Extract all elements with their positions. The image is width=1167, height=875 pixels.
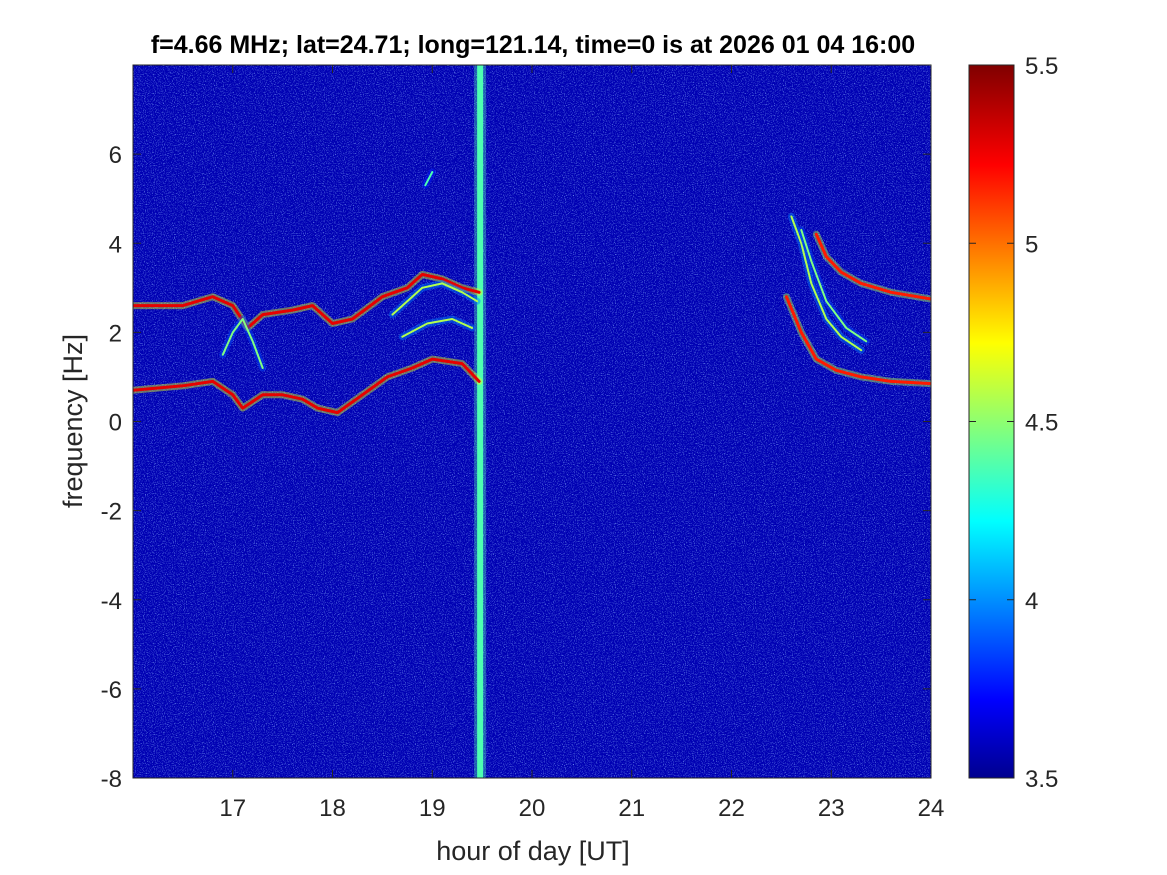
colorbar-tick-label: 4.5 (1025, 410, 1058, 437)
plot-area (133, 65, 931, 778)
x-tick-label: 23 (818, 795, 845, 822)
x-tick-label: 19 (419, 795, 446, 822)
x-tick-label: 24 (918, 795, 945, 822)
y-tick-label: -6 (101, 677, 122, 704)
spectral-trace-11 (424, 171, 434, 187)
y-tick-label: -4 (101, 588, 122, 615)
x-tick-label: 18 (319, 795, 346, 822)
y-tick-label: -8 (101, 766, 122, 793)
spectral-traces (133, 65, 931, 778)
spectral-trace-4 (391, 282, 479, 316)
x-tick-label: 20 (519, 795, 546, 822)
y-axis-ticks: -8 -6 -4 -2 0 2 4 6 (101, 142, 931, 793)
x-tick-label: 21 (618, 795, 645, 822)
spectral-trace-3 (133, 357, 481, 415)
spectral-trace-5 (401, 318, 474, 338)
x-tick-label: 17 (219, 795, 246, 822)
y-tick-label: -2 (101, 499, 122, 526)
chart-title: f=4.66 MHz; lat=24.71; long=121.14, time… (151, 31, 915, 59)
y-tick-label: 4 (109, 231, 122, 258)
vertical-interference-band (477, 65, 484, 778)
y-axis-label: frequency [Hz] (58, 334, 88, 508)
spectral-trace-2 (133, 272, 481, 330)
spectral-trace-10 (800, 228, 868, 343)
colorbar-tick-label: 5 (1025, 231, 1038, 258)
colorbar (968, 64, 1015, 779)
x-tick-label: 22 (718, 795, 745, 822)
x-axis-label: hour of day [UT] (436, 836, 630, 866)
y-tick-label: 2 (109, 320, 122, 347)
y-tick-label: 6 (109, 142, 122, 169)
spectral-trace-6 (221, 318, 264, 369)
colorbar-tick-label: 3.5 (1025, 766, 1058, 793)
colorbar-ticks: 3.5 4 4.5 5 5.5 (969, 53, 1058, 793)
colorbar-tick-label: 5.5 (1025, 53, 1058, 80)
spectral-trace-8 (784, 295, 931, 386)
y-tick-label: 0 (109, 410, 122, 437)
colorbar-tick-label: 4 (1025, 588, 1038, 615)
noise-texture (133, 65, 931, 778)
x-axis-ticks: 17 18 19 20 21 22 23 24 (219, 65, 944, 822)
spectral-trace-9 (790, 215, 863, 352)
spectral-trace-7 (814, 232, 931, 301)
